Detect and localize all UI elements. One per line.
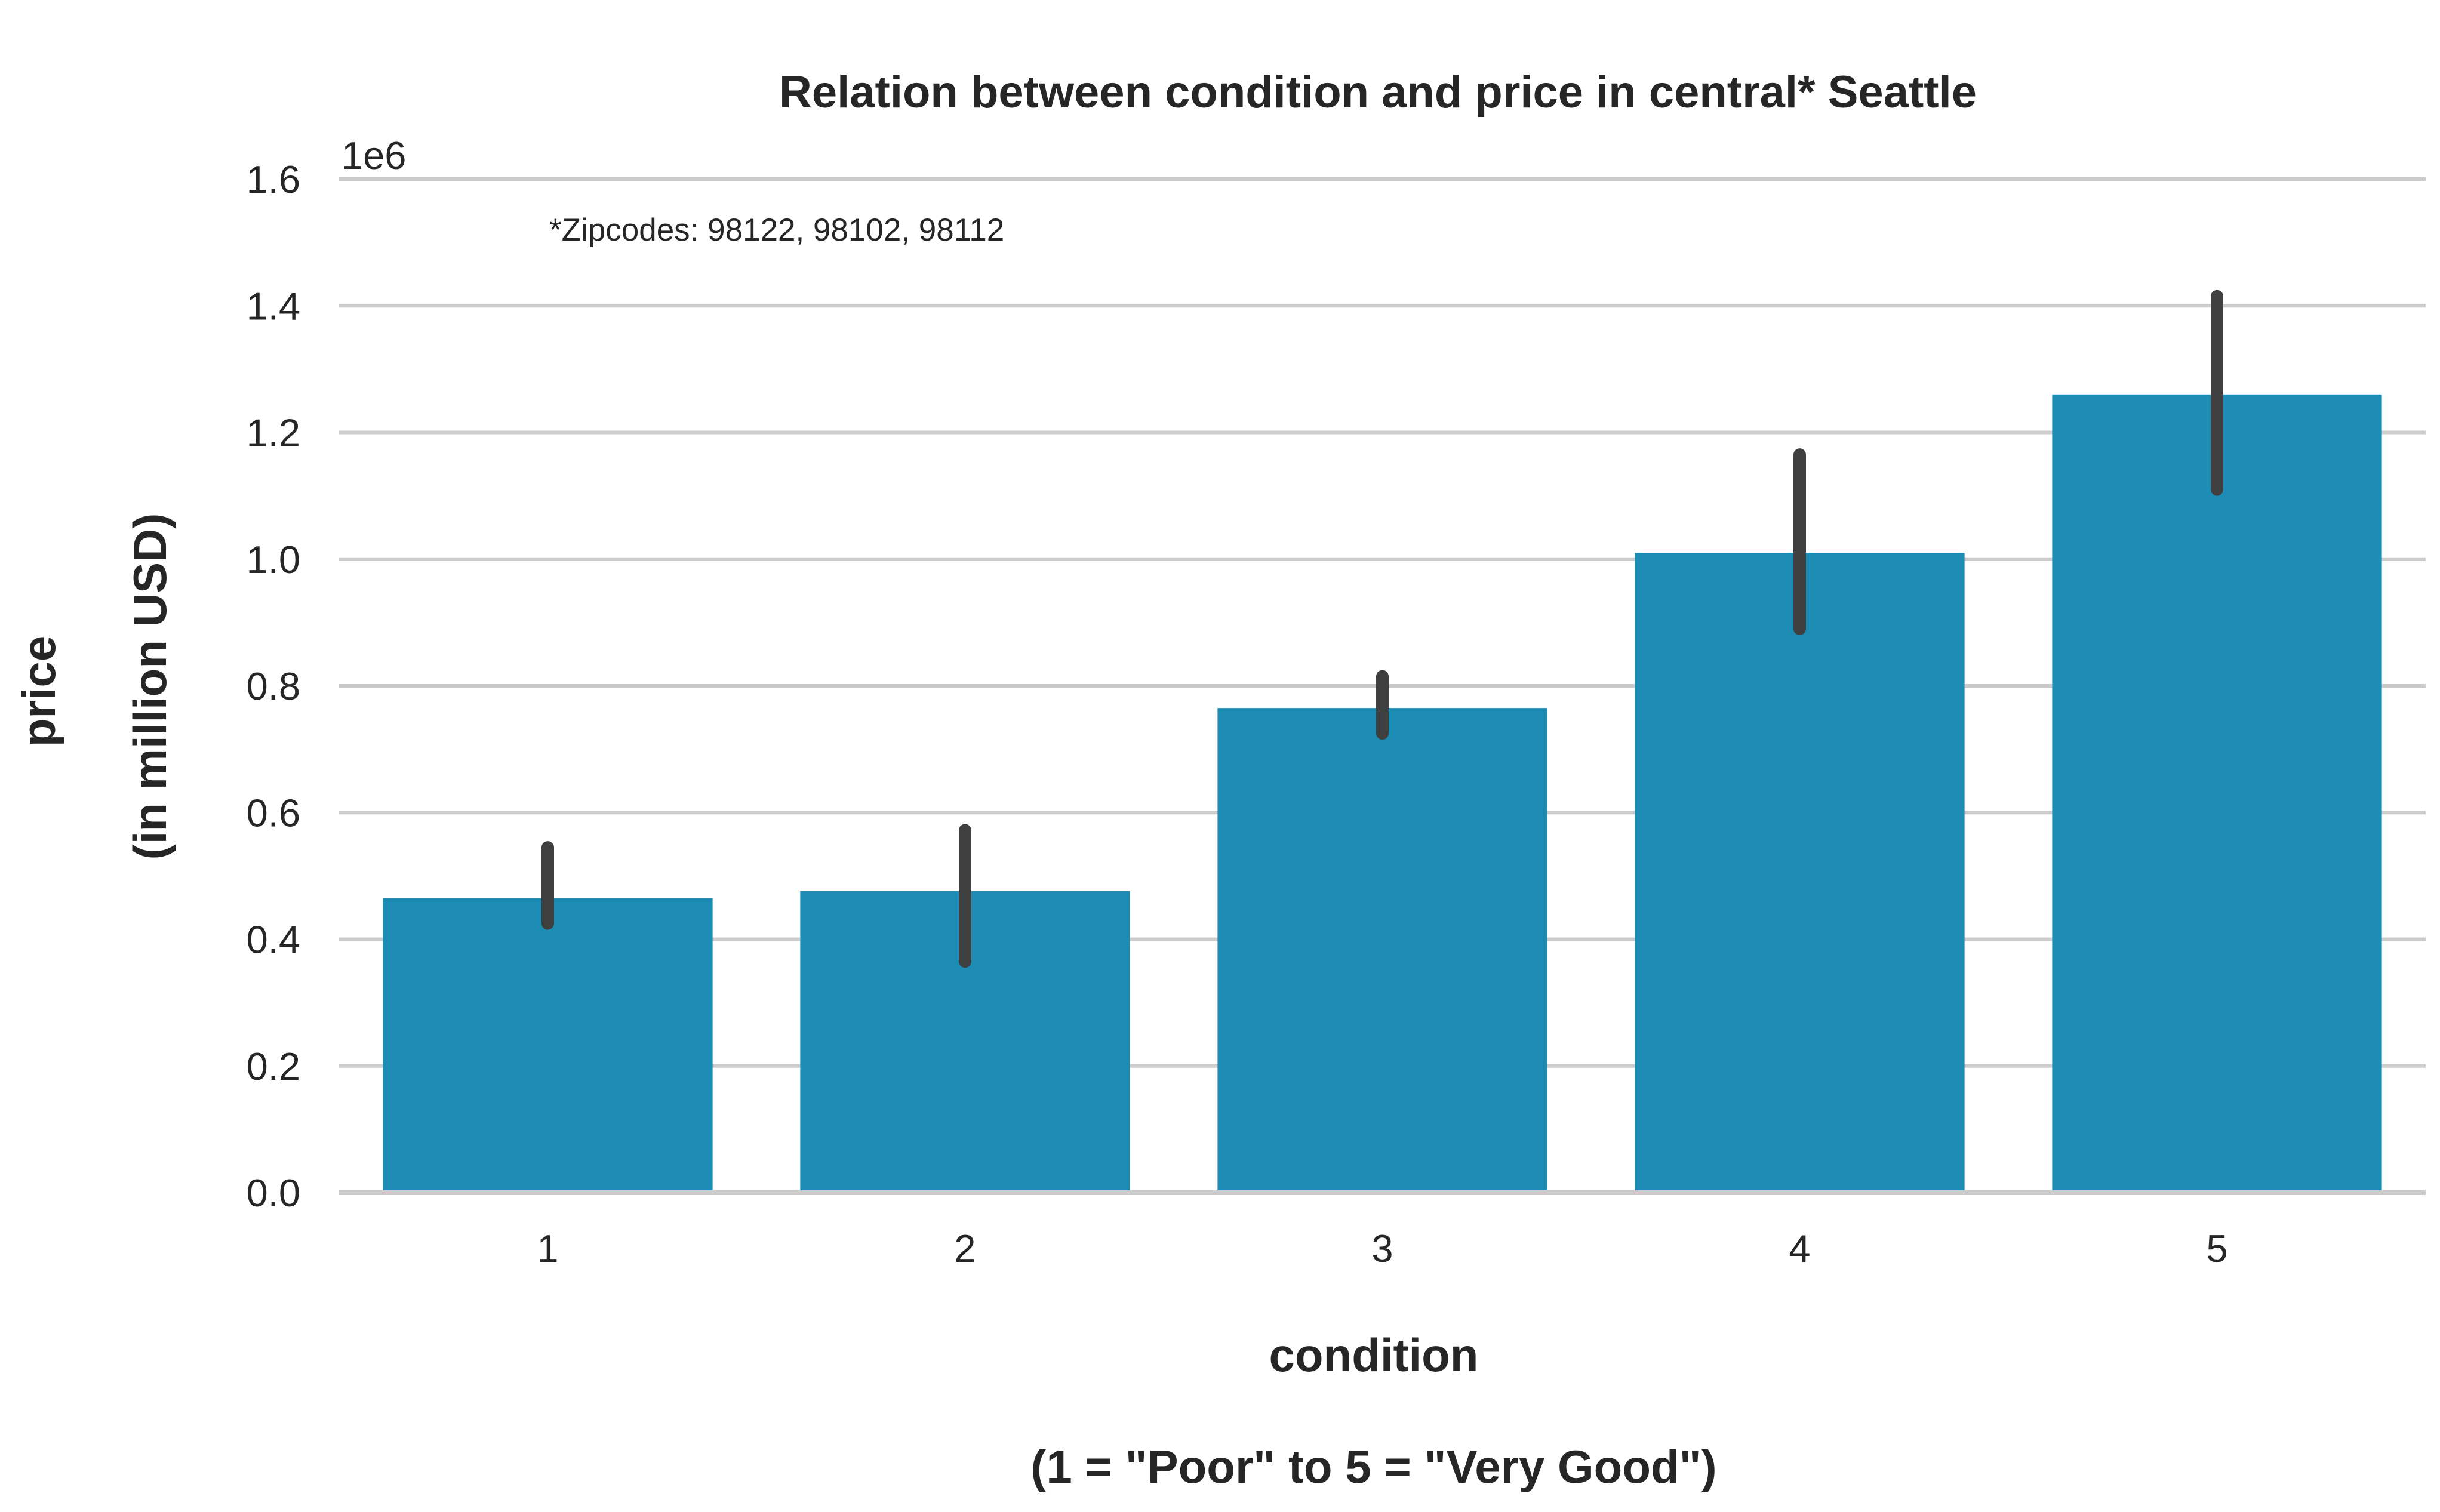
y-tick-label: 1.4 xyxy=(247,284,300,328)
bar-condition-4 xyxy=(1635,553,1965,1191)
y-axis-label-subtitle: (in million USD) xyxy=(124,513,176,860)
y-axis-label: price xyxy=(13,636,65,747)
y-tick-label: 0.8 xyxy=(247,664,300,708)
zipcode-annotation: *Zipcodes: 98122, 98102, 98112 xyxy=(549,213,1004,248)
y-tick-label: 0.6 xyxy=(247,791,300,834)
tick-layer: 0.0 0.2 0.4 0.6 0.8 1.0 1.2 1.4 1.6 1 2 3 4 5 xyxy=(247,158,2228,1270)
y-tick-label: 0.0 xyxy=(247,1171,300,1215)
y-tick-label: 0.4 xyxy=(247,918,300,962)
x-tick-label: 4 xyxy=(1789,1227,1810,1270)
x-axis-label: condition xyxy=(1269,1329,1479,1381)
x-tick-label: 1 xyxy=(537,1227,558,1270)
x-tick-label: 2 xyxy=(954,1227,976,1270)
y-tick-label: 1.0 xyxy=(247,538,300,581)
bar-condition-1 xyxy=(383,898,713,1190)
bar-condition-3 xyxy=(1217,708,1547,1190)
y-tick-label: 1.6 xyxy=(247,158,300,201)
bar-condition-5 xyxy=(2052,394,2382,1191)
x-tick-label: 3 xyxy=(1371,1227,1393,1270)
chart-title: Relation between condition and price in … xyxy=(779,67,1977,118)
y-tick-label: 1.2 xyxy=(247,411,300,455)
y-axis-offset-label: 1e6 xyxy=(341,134,406,177)
error-bar-layer xyxy=(541,290,2223,968)
x-axis-label-subtitle: (1 = "Poor" to 5 = "Very Good") xyxy=(1030,1440,1716,1493)
y-tick-label: 0.2 xyxy=(247,1045,300,1088)
x-tick-label: 5 xyxy=(2206,1227,2227,1270)
bar-layer xyxy=(383,394,2382,1191)
